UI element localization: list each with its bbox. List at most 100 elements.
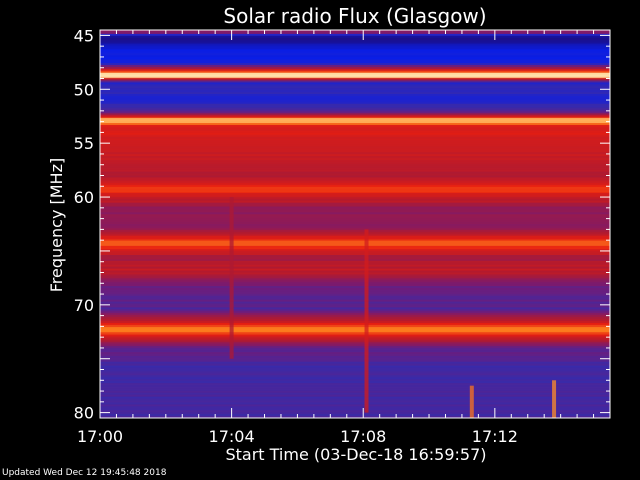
spectrogram-row <box>100 146 610 149</box>
spectrogram-row <box>100 322 610 326</box>
spectrogram-row <box>100 212 610 215</box>
spectrogram-row <box>100 353 610 357</box>
spectrogram-row <box>100 404 610 407</box>
spectrogram-row <box>100 128 610 132</box>
y-tick-label: 80 <box>74 404 94 423</box>
spectrogram-rows <box>100 30 610 419</box>
spectrogram-row <box>100 336 610 339</box>
spectrogram-row <box>100 113 610 116</box>
spectrogram-row <box>100 33 610 37</box>
spectrogram-row <box>100 125 610 128</box>
spectrogram-row <box>100 266 610 270</box>
y-tick-label: 50 <box>74 80 94 99</box>
spectrogram-row <box>100 82 610 85</box>
spectrogram-row <box>100 295 610 299</box>
spectrogram-row <box>100 410 610 413</box>
spectrogram-row <box>100 64 610 68</box>
spectrogram-row <box>100 222 610 225</box>
spectrogram-row <box>100 109 610 112</box>
spectrogram-row <box>100 185 610 188</box>
spectrogram-row <box>100 84 610 87</box>
spectrogram-row <box>100 303 610 306</box>
spectrogram-row <box>100 369 610 372</box>
spectrogram-row <box>100 39 610 43</box>
y-tick-label: 60 <box>74 188 94 207</box>
spectrogram-row <box>100 177 610 180</box>
spectrogram-row <box>100 37 610 41</box>
spectrogram-row <box>100 144 610 147</box>
spectrogram-row <box>100 317 610 320</box>
spectrogram-row <box>100 179 610 182</box>
y-tick-label: 45 <box>74 26 94 45</box>
spectrogram-row <box>100 198 610 202</box>
spectrogram-row <box>100 192 610 196</box>
radio-burst <box>469 385 474 418</box>
spectrogram-row <box>100 377 610 380</box>
spectrogram-row <box>100 291 610 295</box>
spectrogram-row <box>100 270 610 273</box>
spectrogram-row <box>100 183 610 186</box>
spectrogram-row <box>100 262 610 266</box>
spectrogram-row <box>100 313 610 316</box>
spectrogram-row <box>100 365 610 368</box>
spectrogram-row <box>100 107 610 110</box>
spectrogram-row <box>100 94 610 97</box>
spectrogram-row <box>100 373 610 376</box>
spectrogram-row <box>100 414 610 417</box>
spectrogram-row <box>100 253 610 256</box>
spectrogram-row <box>100 233 610 237</box>
spectrogram-row <box>100 45 610 48</box>
spectrogram-row <box>100 357 610 361</box>
spectrogram-row <box>100 278 610 281</box>
spectrogram-row <box>100 59 610 62</box>
spectrogram-row <box>100 90 610 93</box>
spectrogram-row <box>100 224 610 227</box>
spectrogram-row <box>100 196 610 200</box>
spectrogram-row <box>100 272 610 275</box>
spectrogram-row <box>100 307 610 310</box>
spectrogram-row <box>100 359 610 363</box>
spectrogram-row <box>100 225 610 229</box>
spectrogram-row <box>100 350 610 353</box>
spectrogram-row <box>100 284 610 287</box>
spectrogram-row <box>100 51 610 54</box>
spectrogram-row <box>100 49 610 52</box>
emission-bands <box>100 72 610 333</box>
spectrogram-row <box>100 276 610 279</box>
x-axis: 17:00 17:04 17:08 17:12 <box>77 30 611 446</box>
spectrogram-row <box>100 30 610 33</box>
spectrogram-row <box>100 88 610 91</box>
spectrogram-row <box>100 408 610 411</box>
spectrogram-row <box>100 305 610 308</box>
x-axis-label: Start Time (03-Dec-18 16:59:57) <box>225 445 486 464</box>
spectrogram-row <box>100 388 610 392</box>
x-tick-label: 17:04 <box>209 427 255 446</box>
spectrogram-row <box>100 309 610 312</box>
spectrogram-row <box>100 173 610 176</box>
spectrogram-row <box>100 311 610 314</box>
x-tick-label: 17:08 <box>340 427 386 446</box>
spectrogram-row <box>100 53 610 56</box>
spectrogram-row <box>100 210 610 213</box>
spectrogram-row <box>100 158 610 161</box>
spectrogram-row <box>100 103 610 107</box>
spectrogram-row <box>100 344 610 347</box>
spectrogram-row <box>100 132 610 136</box>
spectrogram-row <box>100 57 610 60</box>
spectrogram-row <box>100 340 610 343</box>
spectrogram-row <box>100 334 610 337</box>
spectrogram-row <box>100 78 610 81</box>
spectrogram-row <box>100 150 610 153</box>
spectrogram-row <box>100 379 610 382</box>
spectrogram-row <box>100 392 610 396</box>
spectrogram-row <box>100 31 610 35</box>
spectrogram-row <box>100 280 610 283</box>
spectrogram-row <box>100 416 610 419</box>
spectrogram-row <box>100 208 610 211</box>
spectrogram-row <box>100 101 610 105</box>
spectrogram-row <box>100 127 610 130</box>
spectrogram-row <box>100 61 610 64</box>
spectrogram-row <box>100 216 610 219</box>
spectrogram-row <box>100 361 610 365</box>
x-tick-label: 17:00 <box>77 427 123 446</box>
